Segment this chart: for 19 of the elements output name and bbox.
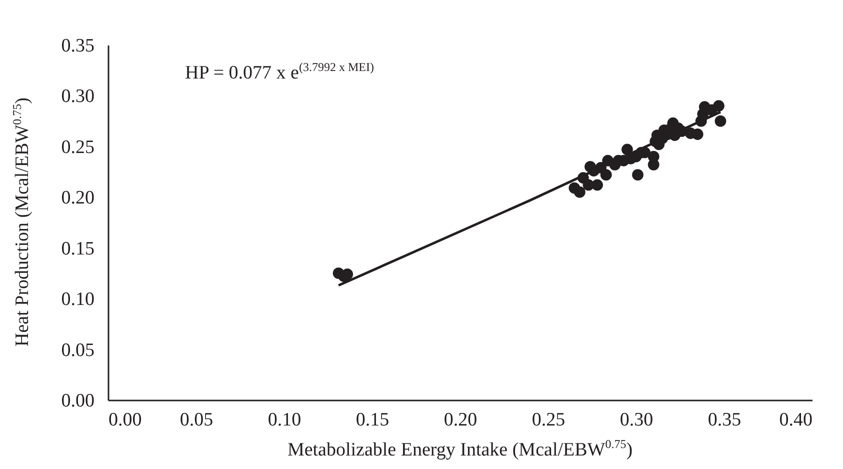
x-tick-label: 0.25 xyxy=(532,410,566,430)
x-tick-label: 0.20 xyxy=(444,410,478,430)
x-tick-label: 0.05 xyxy=(180,410,214,430)
x-tick-label: 0.15 xyxy=(356,410,390,430)
y-tick-label: 0.25 xyxy=(61,136,94,158)
y-tick-label: 0.15 xyxy=(61,238,94,260)
x-axis-title: Metabolizable Energy Intake (Mcal/EBW$^{0.75}$) xyxy=(286,437,634,462)
annotation: HP = 0.077 x e$^{(3.7992 x MEI)}$ xyxy=(185,60,374,84)
y-tick-label: 0.20 xyxy=(61,188,94,209)
y-tick-label: 0.10 xyxy=(61,289,94,310)
x-tick-label: 0.30 xyxy=(620,410,654,430)
y-tick-label: 0.00 xyxy=(61,390,94,412)
x-tick-label: 0.35 xyxy=(708,410,742,430)
y-tick-label: 0.35 xyxy=(61,36,94,56)
x-tick-label: 0.10 xyxy=(268,410,302,430)
x-tick-label: 0.00 xyxy=(108,410,142,430)
y-tick-label: 0.30 xyxy=(61,86,94,108)
x-tick-label: 0.40 xyxy=(779,410,812,430)
y-tick-label: 0.05 xyxy=(61,340,94,361)
